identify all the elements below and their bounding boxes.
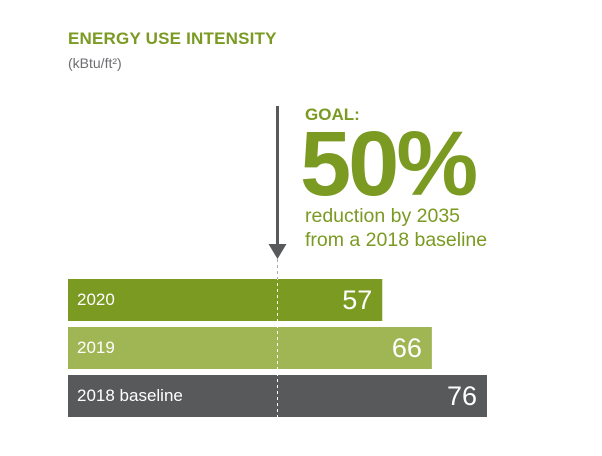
bar-value-label: 66 xyxy=(391,333,422,363)
goal-label: GOAL: xyxy=(305,105,360,124)
unit-label: (kBtu/ft²) xyxy=(68,55,122,71)
goal-description-line-1: reduction by 2035 xyxy=(305,205,461,227)
bar-2019 xyxy=(68,327,432,369)
goal-description-line-2: from a 2018 baseline xyxy=(305,229,488,251)
bar-category-label: 2018 baseline xyxy=(77,386,183,405)
goal-value: 50% xyxy=(300,113,478,215)
chart-title: ENERGY USE INTENSITY xyxy=(68,29,277,48)
bar-category-label: 2019 xyxy=(77,338,115,357)
bar-category-label: 2020 xyxy=(77,290,115,309)
bar-value-label: 57 xyxy=(342,285,373,315)
goal-arrow-head-icon xyxy=(268,244,287,259)
bar-value-label: 76 xyxy=(446,381,477,411)
bar-2020 xyxy=(68,279,383,321)
